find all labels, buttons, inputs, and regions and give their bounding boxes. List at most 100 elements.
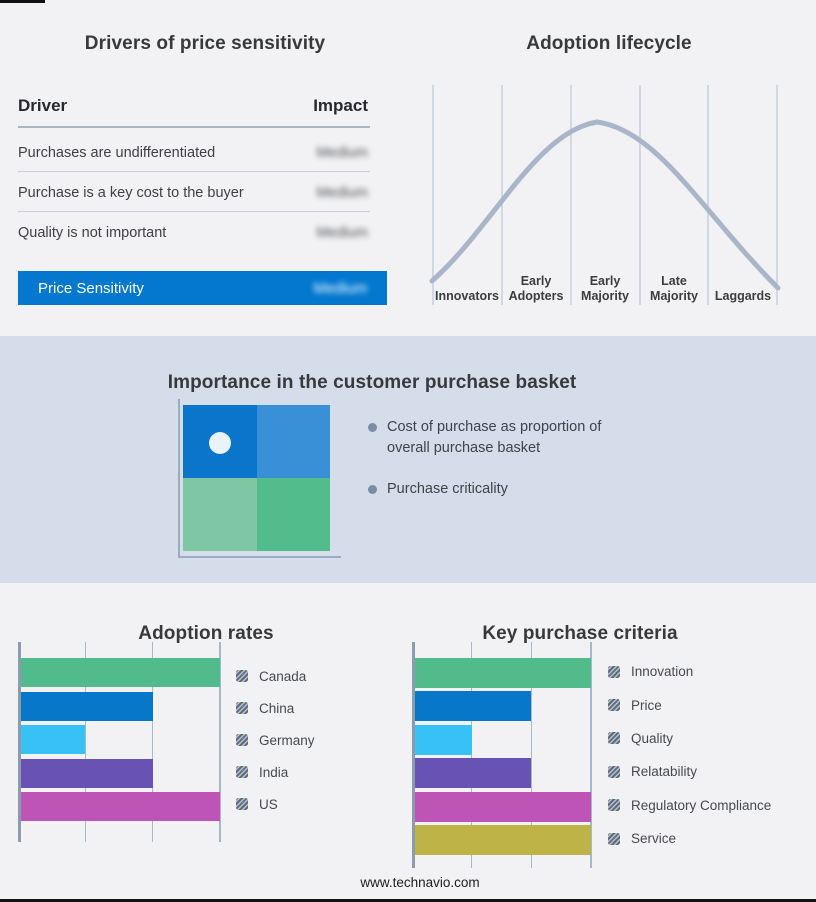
stage-label-early-majority: Early Majority xyxy=(581,274,629,303)
stage-label-innovators: Innovators xyxy=(435,288,499,303)
stage-label-early-adopters: Early Adopters xyxy=(508,274,564,303)
quadrant-cell-bottom-left xyxy=(183,478,257,551)
legend-label: Canada xyxy=(259,668,307,684)
legend-item: Quality xyxy=(608,722,771,755)
legend-item: Relatability xyxy=(608,755,771,788)
bullet-text: Cost of purchase as proportion of overal… xyxy=(387,419,602,456)
legend-hatch-marker xyxy=(608,732,620,745)
legend-item: Service xyxy=(608,822,771,855)
plot-left-axis xyxy=(18,642,21,842)
legend-item: Canada xyxy=(236,660,315,692)
legend-label: Service xyxy=(631,831,677,847)
driver-row: Purchases are undifferentiated Medium xyxy=(18,144,368,162)
bullet-text: Purchase criticality xyxy=(387,481,508,497)
price-sensitivity-label: Price Sensitivity xyxy=(38,279,144,297)
website-url: www.technavio.com xyxy=(360,875,480,890)
legend-hatch-marker xyxy=(236,798,248,810)
legend-label: Relatability xyxy=(631,764,698,780)
stage-separator-lines xyxy=(432,85,778,305)
adoption-rates-title: Adoption rates xyxy=(138,622,274,644)
plot-gridline xyxy=(530,642,532,868)
legend-item: China xyxy=(236,692,315,724)
stage-label-laggards: Laggards xyxy=(714,288,772,303)
band-background xyxy=(0,336,816,583)
bar-india xyxy=(20,758,153,788)
bar-germany xyxy=(20,725,86,754)
plot-gridline xyxy=(590,642,592,868)
legend-label: Innovation xyxy=(631,664,694,680)
legend-hatch-marker xyxy=(608,799,620,812)
legend-hatch-marker xyxy=(608,699,620,712)
legend-label: Germany xyxy=(259,732,315,748)
legend-item: US xyxy=(236,788,315,820)
legend-label: US xyxy=(259,796,278,812)
quadrant-y-axis xyxy=(178,399,180,557)
key-purchase-criteria-legend: Innovation Price Quality Relatability Regula… xyxy=(608,655,771,855)
lifecycle-title: Adoption lifecycle xyxy=(526,32,692,54)
bullet-item: Purchase criticality xyxy=(368,479,620,500)
bar-china xyxy=(20,691,153,721)
drivers-table-header: Driver Impact xyxy=(18,96,368,116)
driver-column-header: Driver xyxy=(18,96,68,115)
price-sensitivity-row: Price Sensitivity Medium xyxy=(18,271,387,305)
bullet-icon xyxy=(368,423,377,432)
key-purchase-criteria-title: Key purchase criteria xyxy=(482,622,678,644)
impact-value-blurred: Medium xyxy=(316,145,368,161)
driver-name: Quality is not important xyxy=(18,225,167,241)
basket-title: Importance in the customer purchase bask… xyxy=(167,371,577,393)
basket-bullet-list: Cost of purchase as proportion of overal… xyxy=(368,417,620,500)
bar-regulatory-compliance xyxy=(414,791,591,822)
drivers-title: Drivers of price sensitivity xyxy=(84,32,326,54)
legend-label: Regulatory Compliance xyxy=(631,797,772,813)
bullet-icon xyxy=(368,485,377,494)
legend-item: Regulatory Compliance xyxy=(608,789,771,822)
quadrant-cell-top-left xyxy=(183,405,257,478)
plot-gridline xyxy=(470,642,473,868)
bullet-item: Cost of purchase as proportion of overal… xyxy=(368,417,620,459)
lifecycle-bell-curve-chart xyxy=(429,85,781,305)
legend-item: Innovation xyxy=(608,655,771,688)
quadrant-matrix xyxy=(183,405,330,551)
impact-column-header: Impact xyxy=(313,96,368,115)
legend-item: India xyxy=(236,756,315,788)
bar-relatability xyxy=(414,758,532,789)
driver-row: Quality is not important Medium xyxy=(18,224,368,242)
row-divider xyxy=(18,211,370,212)
adoption-rates-bar-plot xyxy=(18,642,221,842)
driver-row: Purchase is a key cost to the buyer Mediu… xyxy=(18,184,368,202)
quadrant-cell-top-right xyxy=(256,405,330,478)
adoption-rates-legend: Canada China Germany India US xyxy=(236,660,315,820)
legend-hatch-marker xyxy=(236,734,248,746)
position-marker-dot xyxy=(209,432,231,454)
row-divider xyxy=(18,171,370,172)
legend-hatch-marker xyxy=(608,765,620,778)
legend-item: Germany xyxy=(236,724,315,756)
top-edge-mark xyxy=(0,0,45,3)
plot-gridline xyxy=(152,642,154,842)
impact-value-blurred: Medium xyxy=(316,225,368,241)
stage-label-late-majority: Late Majority xyxy=(650,274,698,303)
legend-hatch-marker xyxy=(236,766,248,778)
driver-name: Purchase is a key cost to the buyer xyxy=(18,185,244,201)
key-purchase-criteria-bar-plot xyxy=(412,642,592,868)
legend-label: China xyxy=(259,700,295,716)
bar-canada xyxy=(20,658,220,687)
bottom-edge-line xyxy=(0,899,816,902)
legend-hatch-marker xyxy=(236,670,248,682)
plot-gridline xyxy=(219,642,221,842)
bar-innovation xyxy=(414,658,591,688)
legend-label: Price xyxy=(631,697,662,713)
legend-hatch-marker xyxy=(236,702,248,714)
legend-item: Price xyxy=(608,688,771,721)
driver-name: Purchases are undifferentiated xyxy=(18,145,216,161)
impact-value-blurred: Medium xyxy=(316,185,368,201)
legend-hatch-marker xyxy=(608,832,620,845)
legend-label: India xyxy=(259,764,289,780)
legend-label: Quality xyxy=(631,730,674,746)
